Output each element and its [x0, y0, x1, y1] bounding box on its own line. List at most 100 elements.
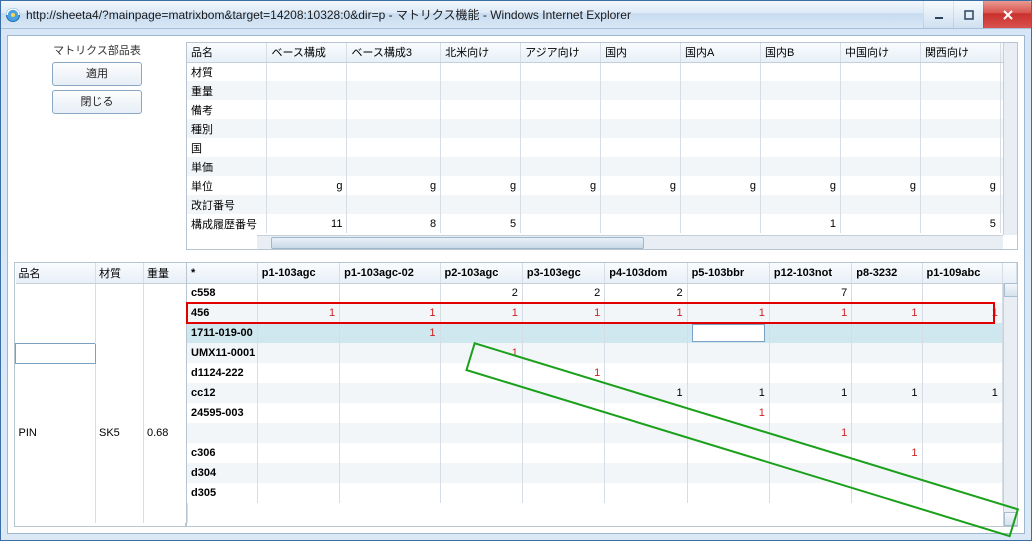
top-cell[interactable]: [601, 138, 681, 157]
top-cell[interactable]: [761, 81, 841, 100]
top-cell[interactable]: [347, 138, 441, 157]
left-cell[interactable]: 0.68: [144, 423, 188, 443]
main-cell[interactable]: [769, 463, 851, 483]
top-vscrollbar[interactable]: [1003, 43, 1017, 235]
main-cell[interactable]: [522, 423, 604, 443]
close-panel-button[interactable]: 閉じる: [52, 90, 142, 114]
main-cell[interactable]: [687, 443, 769, 463]
main-cell[interactable]: 1: [605, 383, 687, 403]
apply-button[interactable]: 適用: [52, 62, 142, 86]
main-cell[interactable]: [440, 483, 522, 503]
main-header-cell[interactable]: p5-103bbr: [687, 263, 769, 283]
main-cell[interactable]: [340, 443, 440, 463]
main-cell[interactable]: 1: [852, 443, 922, 463]
main-cell[interactable]: [257, 323, 339, 343]
top-cell[interactable]: [601, 119, 681, 138]
main-cell[interactable]: 7: [769, 283, 851, 303]
main-cell[interactable]: [922, 483, 1002, 503]
left-cell[interactable]: PIN: [16, 423, 96, 443]
main-cell[interactable]: [340, 343, 440, 363]
main-header-cell[interactable]: p2-103agc: [440, 263, 522, 283]
top-cell[interactable]: [681, 100, 761, 119]
top-cell[interactable]: [521, 138, 601, 157]
left-cell[interactable]: [16, 343, 96, 363]
top-cell[interactable]: [840, 119, 920, 138]
main-cell[interactable]: 1: [769, 303, 851, 323]
main-part-name[interactable]: [187, 423, 257, 443]
main-cell[interactable]: [769, 403, 851, 423]
main-cell[interactable]: [605, 323, 687, 343]
main-cell[interactable]: [605, 443, 687, 463]
main-header-cell[interactable]: p3-103egc: [522, 263, 604, 283]
left-cell[interactable]: [96, 403, 144, 423]
top-cell[interactable]: [681, 119, 761, 138]
top-cell[interactable]: [601, 81, 681, 100]
main-cell[interactable]: [440, 323, 522, 343]
top-cell[interactable]: [920, 195, 1000, 214]
main-cell[interactable]: [852, 423, 922, 443]
top-cell[interactable]: [681, 214, 761, 233]
main-cell[interactable]: 1: [522, 303, 604, 323]
top-cell[interactable]: [347, 119, 441, 138]
top-cell[interactable]: [681, 138, 761, 157]
top-cell[interactable]: [521, 119, 601, 138]
left-cell[interactable]: [96, 323, 144, 343]
main-part-name[interactable]: 24595-003: [187, 403, 257, 423]
left-cell[interactable]: [144, 363, 188, 383]
top-cell[interactable]: 8: [347, 214, 441, 233]
main-cell[interactable]: [340, 383, 440, 403]
main-cell[interactable]: [440, 423, 522, 443]
main-part-name[interactable]: UMX11-0001: [187, 343, 257, 363]
main-cell[interactable]: [769, 363, 851, 383]
left-cell[interactable]: [96, 283, 144, 303]
top-cell[interactable]: [441, 62, 521, 81]
main-cell[interactable]: [605, 463, 687, 483]
top-cell[interactable]: [840, 195, 920, 214]
main-cell[interactable]: [922, 363, 1002, 383]
left-cell[interactable]: SK5: [96, 423, 144, 443]
main-cell[interactable]: [522, 403, 604, 423]
top-cell[interactable]: [840, 62, 920, 81]
main-cell[interactable]: [852, 463, 922, 483]
top-cell[interactable]: [920, 157, 1000, 176]
main-cell[interactable]: 1: [257, 303, 339, 323]
left-cell[interactable]: [144, 323, 188, 343]
main-cell[interactable]: [257, 343, 339, 363]
main-part-name[interactable]: 1711-019-00: [187, 323, 257, 343]
main-part-name[interactable]: c558: [187, 283, 257, 303]
main-cell[interactable]: [922, 323, 1002, 343]
top-cell[interactable]: g: [267, 176, 347, 195]
cell-edit-input[interactable]: [692, 324, 765, 342]
left-cell[interactable]: [16, 443, 96, 463]
main-cell[interactable]: 2: [522, 283, 604, 303]
main-header-cell[interactable]: p1-103agc: [257, 263, 339, 283]
top-cell[interactable]: [441, 100, 521, 119]
main-cell[interactable]: [852, 483, 922, 503]
left-cell[interactable]: [96, 363, 144, 383]
main-cell[interactable]: [440, 403, 522, 423]
main-cell[interactable]: [922, 463, 1002, 483]
top-cell[interactable]: [267, 62, 347, 81]
top-header-cell[interactable]: 中国向け: [840, 43, 920, 62]
left-cell[interactable]: [96, 503, 144, 523]
main-cell[interactable]: [440, 383, 522, 403]
main-cell[interactable]: 1: [522, 363, 604, 383]
main-cell[interactable]: [769, 323, 851, 343]
left-cell[interactable]: [144, 503, 188, 523]
top-cell[interactable]: [441, 119, 521, 138]
top-cell[interactable]: [761, 62, 841, 81]
main-cell[interactable]: [257, 383, 339, 403]
main-cell[interactable]: [922, 403, 1002, 423]
main-cell[interactable]: [687, 343, 769, 363]
left-cell[interactable]: [96, 463, 144, 483]
top-cell[interactable]: g: [347, 176, 441, 195]
top-cell[interactable]: [840, 157, 920, 176]
top-cell[interactable]: 5: [441, 214, 521, 233]
top-cell[interactable]: [347, 62, 441, 81]
main-cell[interactable]: [687, 363, 769, 383]
main-cell[interactable]: [440, 443, 522, 463]
main-cell[interactable]: 1: [440, 303, 522, 323]
top-cell[interactable]: [761, 157, 841, 176]
main-part-name[interactable]: d1124-222: [187, 363, 257, 383]
top-cell[interactable]: [267, 195, 347, 214]
